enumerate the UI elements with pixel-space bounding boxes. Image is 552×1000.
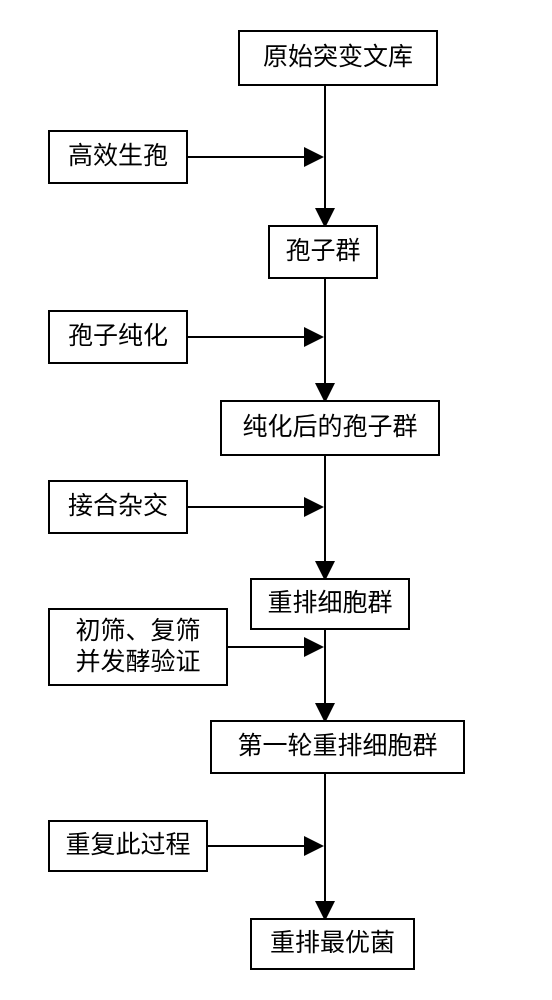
node-label: 初筛、复筛 并发酵验证 bbox=[69, 616, 206, 679]
node-label: 接合杂交 bbox=[62, 491, 174, 522]
node-label: 重复此过程 bbox=[59, 830, 196, 861]
node-first-round-rearranged: 第一轮重排细胞群 bbox=[210, 720, 465, 774]
node-label: 孢子纯化 bbox=[62, 321, 174, 352]
node-label: 高效生孢 bbox=[62, 141, 174, 172]
node-optimal-strain: 重排最优菌 bbox=[250, 918, 415, 970]
node-spore-purification: 孢子纯化 bbox=[48, 310, 188, 364]
node-conjugation-hybrid: 接合杂交 bbox=[48, 480, 188, 534]
node-spore-group: 孢子群 bbox=[268, 225, 378, 279]
node-purified-spore-group: 纯化后的孢子群 bbox=[220, 400, 440, 456]
node-original-mutation-library: 原始突变文库 bbox=[238, 30, 438, 86]
node-repeat-process: 重复此过程 bbox=[48, 820, 208, 872]
node-screening-verification: 初筛、复筛 并发酵验证 bbox=[48, 608, 228, 686]
node-efficient-sporulation: 高效生孢 bbox=[48, 130, 188, 184]
node-label: 重排最优菌 bbox=[264, 928, 401, 959]
node-rearranged-cell-group: 重排细胞群 bbox=[250, 578, 410, 630]
node-label: 原始突变文库 bbox=[257, 42, 419, 73]
node-label: 第一轮重排细胞群 bbox=[231, 731, 443, 762]
node-label: 重排细胞群 bbox=[261, 588, 398, 619]
node-label: 孢子群 bbox=[279, 236, 366, 267]
node-label: 纯化后的孢子群 bbox=[236, 412, 423, 443]
